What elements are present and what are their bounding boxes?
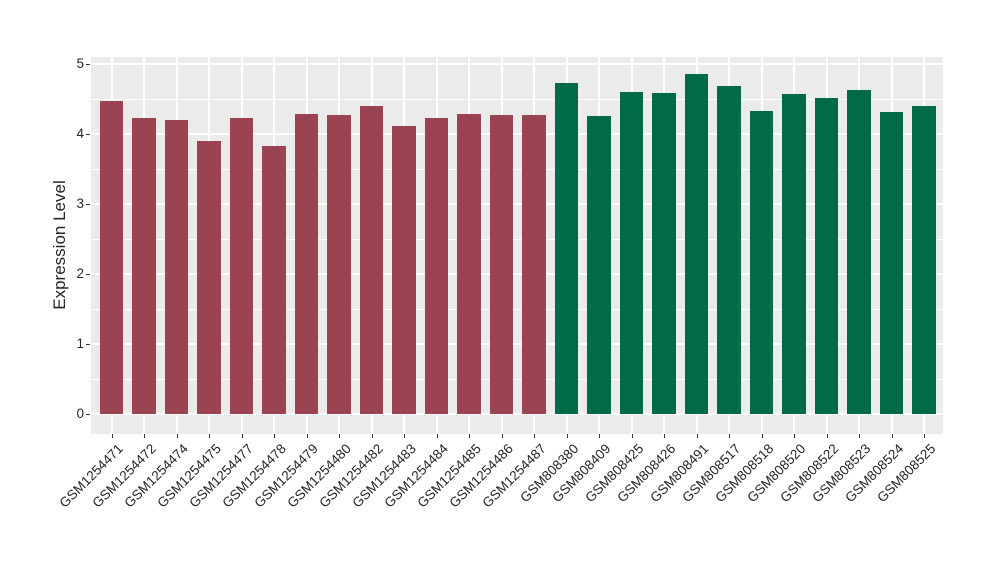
gridline-major bbox=[91, 273, 943, 276]
x-axis-tick bbox=[436, 434, 438, 438]
x-axis-tick bbox=[599, 434, 600, 438]
gridline-major bbox=[91, 63, 943, 66]
y-axis-tick bbox=[86, 134, 90, 136]
bar bbox=[619, 91, 644, 415]
x-axis-tick bbox=[241, 434, 243, 438]
x-axis-tick bbox=[501, 434, 503, 438]
bar bbox=[522, 114, 546, 415]
gridline-major bbox=[91, 203, 943, 206]
gridline-major bbox=[91, 413, 943, 416]
bar bbox=[327, 115, 351, 415]
chart-panel bbox=[91, 57, 943, 434]
x-axis-tick bbox=[566, 434, 568, 438]
x-axis-tick bbox=[729, 434, 730, 438]
bar bbox=[717, 86, 741, 415]
x-axis-tick bbox=[924, 434, 925, 438]
bar bbox=[684, 74, 709, 415]
gridline-minor bbox=[91, 238, 943, 240]
x-axis-tick bbox=[859, 434, 860, 438]
bar bbox=[814, 97, 839, 415]
bar bbox=[489, 114, 514, 415]
bar bbox=[912, 106, 936, 415]
bar bbox=[587, 116, 611, 415]
x-axis-tick bbox=[176, 434, 178, 438]
y-tick-label: 2 bbox=[76, 266, 84, 282]
bar bbox=[424, 118, 449, 415]
y-tick-label: 3 bbox=[76, 196, 84, 212]
gridline-minor bbox=[91, 168, 943, 170]
bar bbox=[652, 93, 676, 415]
gridline-minor bbox=[91, 98, 943, 100]
bar bbox=[132, 117, 156, 415]
bar bbox=[359, 106, 384, 415]
bar bbox=[392, 125, 416, 415]
x-axis-tick bbox=[404, 434, 405, 438]
x-axis-tick bbox=[696, 434, 698, 438]
y-axis-tick bbox=[86, 274, 90, 276]
bar bbox=[879, 111, 904, 415]
x-axis-tick bbox=[371, 434, 373, 438]
x-axis-tick bbox=[794, 434, 795, 438]
x-axis-tick bbox=[664, 434, 665, 438]
y-axis-tick bbox=[86, 64, 90, 66]
x-axis-tick bbox=[631, 434, 633, 438]
gridline-minor bbox=[91, 308, 943, 310]
x-axis-tick bbox=[339, 434, 340, 438]
x-axis-tick bbox=[209, 434, 210, 438]
gridline-minor bbox=[91, 378, 943, 380]
y-axis-tick bbox=[86, 344, 90, 346]
y-tick-label: 1 bbox=[76, 336, 84, 352]
x-axis-tick bbox=[761, 434, 763, 438]
bar bbox=[782, 94, 806, 415]
y-axis-tick bbox=[86, 414, 90, 416]
x-axis-tick bbox=[534, 434, 535, 438]
x-axis-tick bbox=[891, 434, 893, 438]
bar bbox=[294, 114, 319, 415]
gridline-major bbox=[91, 343, 943, 346]
gridline-major bbox=[91, 133, 943, 136]
bar bbox=[847, 90, 871, 415]
y-tick-label: 5 bbox=[76, 56, 84, 72]
bar bbox=[554, 83, 579, 415]
y-tick-label: 0 bbox=[76, 406, 84, 422]
x-axis-tick bbox=[826, 434, 828, 438]
bar bbox=[457, 114, 481, 415]
bar bbox=[262, 145, 286, 415]
bar bbox=[749, 111, 774, 415]
x-axis-tick bbox=[111, 434, 113, 438]
bar bbox=[197, 141, 221, 415]
bar bbox=[164, 119, 189, 415]
x-axis-tick bbox=[306, 434, 308, 438]
bar bbox=[99, 101, 124, 415]
x-axis-tick bbox=[274, 434, 275, 438]
x-axis-tick bbox=[144, 434, 145, 438]
bar bbox=[229, 118, 254, 415]
y-axis-tick bbox=[86, 204, 90, 206]
y-tick-label: 4 bbox=[76, 126, 84, 142]
x-axis-tick bbox=[469, 434, 470, 438]
